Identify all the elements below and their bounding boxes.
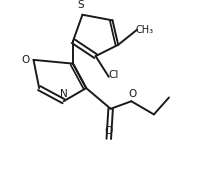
Text: O: O bbox=[128, 89, 136, 99]
Text: Cl: Cl bbox=[108, 70, 119, 80]
Text: S: S bbox=[77, 0, 84, 10]
Text: CH₃: CH₃ bbox=[135, 25, 154, 35]
Text: N: N bbox=[60, 89, 67, 99]
Text: O: O bbox=[105, 126, 113, 136]
Text: O: O bbox=[22, 55, 30, 65]
